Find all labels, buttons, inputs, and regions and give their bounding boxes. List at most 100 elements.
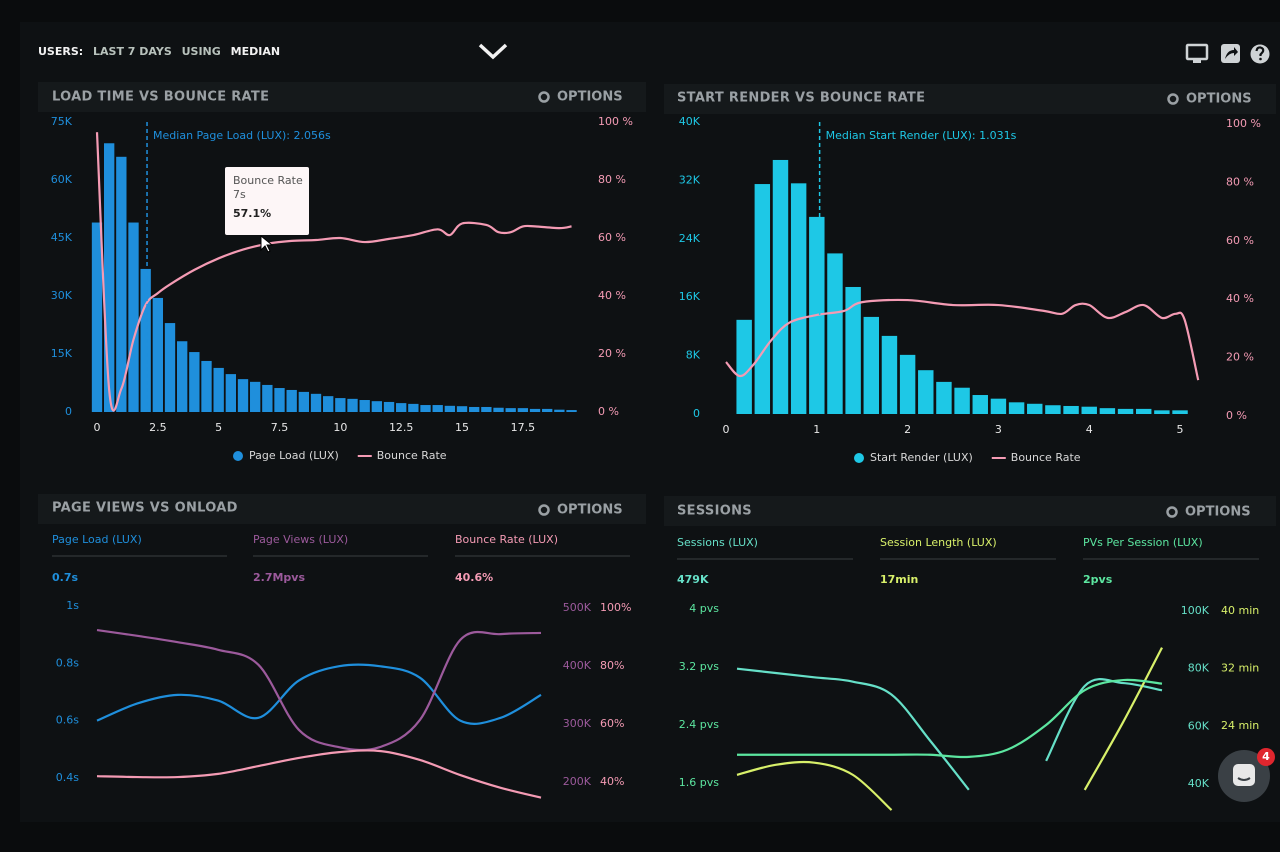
legend-marker [854, 453, 864, 463]
bar [91, 222, 103, 412]
y2-tick-label: 80 % [1226, 175, 1254, 188]
page-title: USERS: LAST 7 DAYS USING MEDIAN [38, 45, 280, 58]
y3-tick-label: 32 min [1221, 662, 1259, 675]
line-series [96, 663, 542, 725]
bar [899, 354, 916, 414]
panel-title: PAGE VIEWS VS ONLOAD [52, 501, 238, 516]
metric-value: 479K [677, 573, 709, 586]
title-part[interactable]: MEDIAN [231, 45, 280, 58]
y-tick-label: 30K [51, 289, 73, 302]
panel-header [38, 494, 646, 524]
chart: 0.4s 0.6s 0.8s 1s 200K 300K 400K 500K 40% 60% 80% 1… [52, 533, 631, 799]
bar [177, 341, 188, 412]
y2-tick-label: 20 % [598, 347, 626, 360]
title-part[interactable]: LAST 7 DAYS [93, 45, 172, 58]
bar [432, 405, 443, 412]
bar [140, 268, 151, 412]
y-tick-label: 16K [679, 290, 701, 303]
metric-label: PVs Per Session (LUX) [1083, 536, 1203, 549]
y2-tick-label: 80K [1188, 662, 1210, 675]
bar [396, 403, 407, 412]
median-label: Median Page Load (LUX): 2.056s [153, 129, 331, 142]
tooltip-x: 7s [233, 188, 246, 201]
chart: 0 8K 16K 24K 32K 40K 0 % 20 % 40 % 60 % 80 % 100 % 0… [679, 115, 1261, 464]
bar [323, 396, 334, 412]
y2-tick-label: 200K [563, 775, 592, 788]
panel-header [664, 84, 1276, 114]
y-tick-label: 0 [65, 405, 72, 418]
gear-icon[interactable] [538, 504, 550, 516]
metric-value: 17min [880, 573, 918, 586]
options-button[interactable]: OPTIONS [557, 503, 623, 518]
x-tick-label: 15 [455, 421, 469, 434]
screen [20, 22, 1280, 822]
bar [863, 316, 880, 414]
panel-header [38, 82, 646, 112]
gear-icon[interactable] [538, 91, 550, 103]
y3-tick-label: 80% [600, 659, 624, 672]
bar [936, 381, 952, 414]
bar [103, 143, 115, 412]
bar [1099, 408, 1116, 414]
y-tick-label: 2.4 pvs [679, 718, 719, 731]
title-part: USING [182, 45, 221, 58]
legend-label: Bounce Rate [1011, 451, 1081, 464]
chat-button[interactable]: 4 [1218, 748, 1275, 802]
bar [213, 367, 224, 412]
bar [881, 335, 898, 414]
line-series [737, 678, 1163, 759]
x-tick-label: 1 [813, 423, 820, 436]
y-tick-label: 8K [686, 349, 701, 362]
bar [189, 352, 200, 412]
bar [359, 400, 370, 412]
gear-icon[interactable] [1167, 93, 1179, 105]
chart: 0 15K 30K 45K 60K 75K 0 % 20 % 40 % 60 % 80 % 100 %… [51, 115, 633, 462]
share-icon[interactable] [1221, 44, 1240, 63]
y2-tick-label: 80 % [598, 173, 626, 186]
bar [972, 395, 988, 414]
y2-tick-label: 100 % [1226, 117, 1261, 130]
bar [225, 374, 237, 412]
bar [250, 381, 261, 412]
bar [736, 319, 752, 414]
bar [310, 393, 322, 412]
metric-value: 0.7s [52, 571, 78, 584]
bar [1027, 403, 1043, 414]
panel-title: SESSIONS [677, 504, 752, 519]
panel-title: LOAD TIME VS BOUNCE RATE [52, 90, 269, 105]
y2-tick-label: 60 % [1226, 234, 1254, 247]
bar [754, 184, 771, 414]
metric-value: 2pvs [1083, 573, 1113, 586]
bar [469, 406, 480, 412]
options-button[interactable]: OPTIONS [557, 90, 623, 105]
legend-label: Page Load (LUX) [249, 449, 339, 462]
dropdown-icon[interactable] [478, 43, 508, 60]
help-icon[interactable] [1250, 44, 1270, 64]
y-tick-label: 24K [679, 232, 701, 245]
bar [542, 408, 553, 412]
options-button[interactable]: OPTIONS [1186, 92, 1252, 107]
bar [298, 391, 310, 412]
options-button[interactable]: OPTIONS [1185, 505, 1251, 520]
bar [772, 159, 789, 414]
bar [237, 379, 249, 412]
x-tick-label: 2.5 [149, 421, 167, 434]
bar [529, 408, 541, 412]
x-tick-label: 10 [333, 421, 347, 434]
y3-tick-label: 100% [600, 601, 631, 614]
chat-badge [1257, 748, 1275, 766]
y-tick-label: 4 pvs [689, 602, 719, 615]
y2-tick-label: 20 % [1226, 351, 1254, 364]
y3-tick-label: 40% [600, 775, 624, 788]
metric-label: Sessions (LUX) [677, 536, 758, 549]
x-tick-label: 5 [215, 421, 222, 434]
y2-tick-label: 300K [563, 717, 592, 730]
gear-icon[interactable] [1166, 506, 1178, 518]
title-part: USERS: [38, 45, 83, 58]
monitor-icon[interactable] [1185, 43, 1209, 63]
panel-title: START RENDER VS BOUNCE RATE [677, 91, 925, 106]
y2-tick-label: 400K [563, 659, 592, 672]
y2-tick-label: 0 % [1226, 409, 1247, 422]
